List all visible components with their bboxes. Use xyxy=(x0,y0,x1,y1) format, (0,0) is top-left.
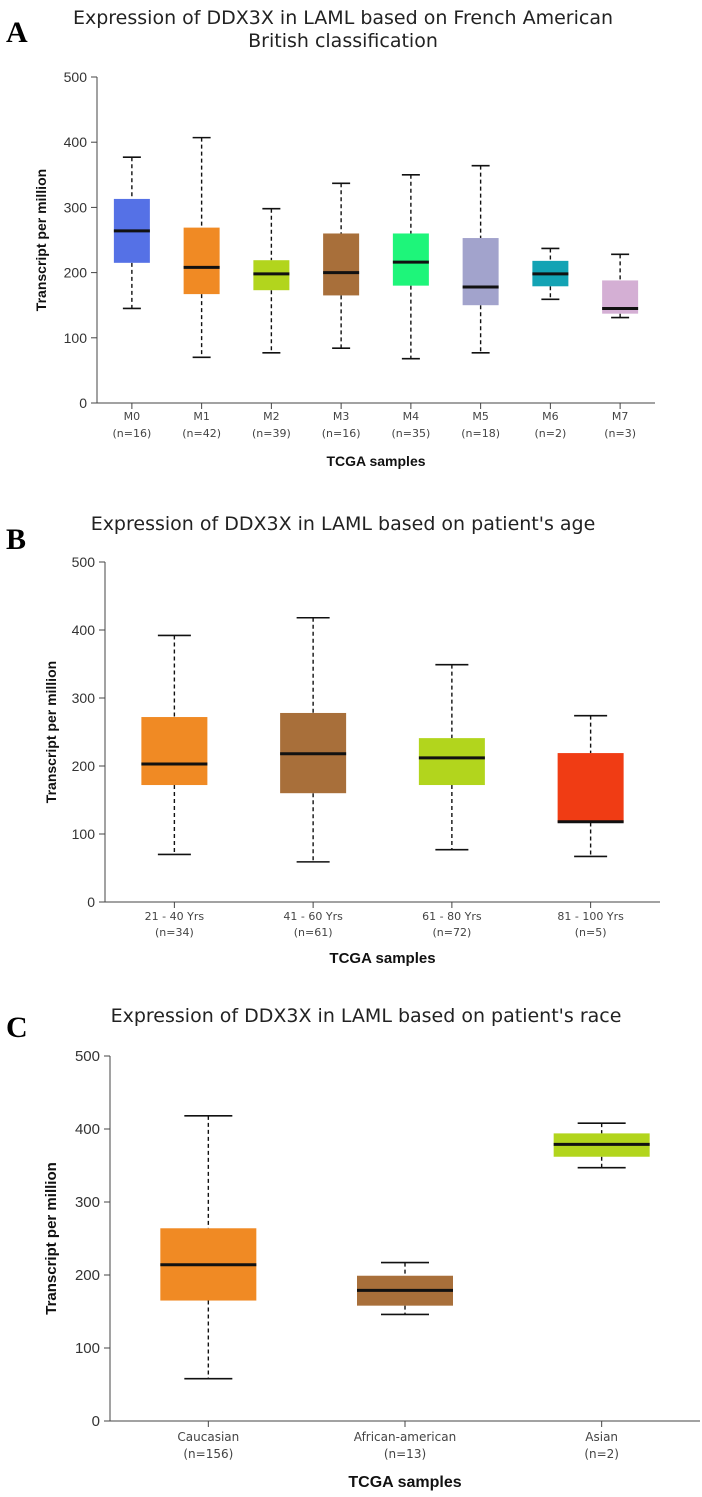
x-tick-count: (n=61) xyxy=(294,926,333,939)
iqr-box xyxy=(557,753,624,823)
box-group: African-american (n=13) xyxy=(354,1261,456,1461)
box-group: M0 (n=16) xyxy=(112,156,151,440)
iqr-box xyxy=(323,233,360,296)
y-tick-label: 500 xyxy=(75,1048,100,1065)
x-tick-label: African-american xyxy=(354,1430,456,1444)
box-group: M7 (n=3) xyxy=(602,253,639,440)
box-group: M3 (n=16) xyxy=(322,182,361,440)
x-tick-count: (n=35) xyxy=(391,427,430,440)
y-tick-label: 500 xyxy=(64,69,88,85)
box-group: M4 (n=35) xyxy=(391,174,430,440)
panel-c: C Expression of DDX3X in LAML based on pa… xyxy=(6,1005,700,1491)
y-axis-label: Transcript per million xyxy=(43,661,59,803)
x-tick-label: M3 xyxy=(333,410,350,423)
y-tick-label: 0 xyxy=(87,894,95,910)
x-tick-count: (n=18) xyxy=(461,427,500,440)
x-tick-count: (n=16) xyxy=(322,427,361,440)
y-tick-label: 300 xyxy=(64,199,88,215)
chart-title: Expression of DDX3X in LAML based on pat… xyxy=(91,513,596,535)
x-tick-count: (n=5) xyxy=(575,926,607,939)
box-group: 81 - 100 Yrs (n=5) xyxy=(557,714,624,939)
y-axis-label: Transcript per million xyxy=(33,169,49,311)
iqr-box xyxy=(462,238,499,306)
x-tick-label: 81 - 100 Yrs xyxy=(557,910,624,923)
y-tick-label: 400 xyxy=(75,1121,100,1138)
x-tick-label: M6 xyxy=(542,410,559,423)
y-tick-label: 200 xyxy=(72,758,96,774)
y-tick-label: 300 xyxy=(72,690,96,706)
y-tick-label: 200 xyxy=(64,265,88,281)
panel-letter: C xyxy=(6,1011,28,1044)
box-group: Asian (n=2) xyxy=(553,1122,650,1461)
x-tick-count: (n=2) xyxy=(534,427,566,440)
y-tick-label: 200 xyxy=(75,1267,100,1284)
box-group: 41 - 60 Yrs (n=61) xyxy=(280,616,347,939)
x-tick-count: (n=34) xyxy=(155,926,194,939)
iqr-box xyxy=(141,717,208,786)
box-group: M5 (n=18) xyxy=(461,164,500,440)
y-tick-label: 100 xyxy=(75,1340,100,1357)
box-group: 61 - 80 Yrs (n=72) xyxy=(418,663,485,939)
panel-a: A Expression of DDX3X in LAML based on Fr… xyxy=(6,7,655,469)
x-tick-label: Asian xyxy=(585,1430,618,1444)
chart-title: Expression of DDX3X in LAML based on Fre… xyxy=(73,7,613,29)
x-tick-label: M7 xyxy=(612,410,629,423)
x-tick-count: (n=16) xyxy=(112,427,151,440)
x-tick-count: (n=156) xyxy=(183,1447,233,1461)
y-tick-label: 400 xyxy=(72,622,96,638)
iqr-box xyxy=(183,227,220,295)
x-tick-label: 61 - 80 Yrs xyxy=(422,910,482,923)
y-tick-label: 500 xyxy=(72,554,96,570)
x-axis-label: TCGA samples xyxy=(326,453,425,469)
chart-title: British classification xyxy=(248,30,438,52)
y-tick-label: 0 xyxy=(79,395,87,411)
x-tick-label: M5 xyxy=(472,410,489,423)
box-group: Caucasian (n=156) xyxy=(160,1115,257,1461)
x-tick-label: M2 xyxy=(263,410,280,423)
x-tick-label: 41 - 60 Yrs xyxy=(283,910,343,923)
x-tick-count: (n=72) xyxy=(432,926,471,939)
panel-b: B Expression of DDX3X in LAML based on pa… xyxy=(6,513,660,967)
y-axis-label: Transcript per million xyxy=(43,1162,60,1315)
chart-title: Expression of DDX3X in LAML based on pat… xyxy=(111,1005,622,1027)
y-tick-label: 0 xyxy=(92,1413,100,1430)
x-tick-count: (n=42) xyxy=(182,427,221,440)
iqr-box xyxy=(392,233,429,286)
panels: A Expression of DDX3X in LAML based on Fr… xyxy=(6,7,700,1491)
x-tick-label: M0 xyxy=(124,410,141,423)
x-tick-label: 21 - 40 Yrs xyxy=(145,910,205,923)
box-group: 21 - 40 Yrs (n=34) xyxy=(141,634,208,939)
box-group: M6 (n=2) xyxy=(532,247,569,440)
box-group: M2 (n=39) xyxy=(252,207,291,440)
x-tick-count: (n=3) xyxy=(604,427,636,440)
x-tick-label: M4 xyxy=(403,410,420,423)
x-axis-label: TCGA samples xyxy=(329,950,435,967)
x-tick-count: (n=2) xyxy=(584,1447,619,1461)
y-tick-label: 300 xyxy=(75,1194,100,1211)
x-tick-label: M1 xyxy=(193,410,210,423)
y-tick-label: 100 xyxy=(64,330,88,346)
box-group: M1 (n=42) xyxy=(182,136,221,440)
y-tick-label: 400 xyxy=(64,134,88,150)
iqr-box xyxy=(418,738,485,786)
y-tick-label: 100 xyxy=(72,826,96,842)
x-tick-count: (n=39) xyxy=(252,427,291,440)
panel-letter: A xyxy=(6,16,28,49)
panel-letter: B xyxy=(6,523,26,556)
x-axis-label: TCGA samples xyxy=(348,1474,461,1491)
x-tick-count: (n=13) xyxy=(384,1447,426,1461)
x-tick-label: Caucasian xyxy=(177,1430,239,1444)
